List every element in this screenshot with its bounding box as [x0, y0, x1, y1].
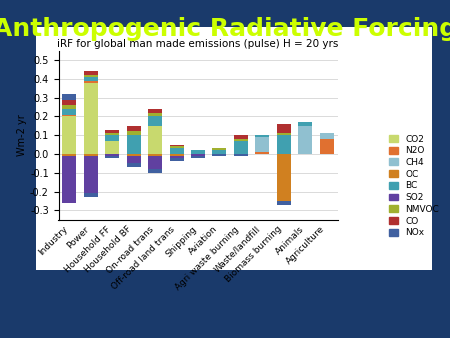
Bar: [234, 135, 248, 139]
Bar: [148, 116, 162, 126]
Bar: [320, 139, 334, 154]
Bar: [170, 156, 184, 158]
Bar: [170, 158, 184, 162]
Bar: [84, 71, 98, 75]
Bar: [212, 154, 226, 156]
Bar: [148, 109, 162, 113]
Bar: [320, 133, 334, 139]
Bar: [148, 169, 162, 173]
Bar: [62, 116, 76, 154]
Bar: [62, 109, 76, 115]
Bar: [256, 152, 270, 154]
Bar: [62, 115, 76, 116]
Legend: CO2, N2O, CH4, OC, BC, SO2, NMVOC, CO, NOx: CO2, N2O, CH4, OC, BC, SO2, NMVOC, CO, N…: [387, 133, 441, 239]
Bar: [84, 77, 98, 81]
Bar: [126, 131, 140, 135]
Bar: [84, 156, 98, 193]
Bar: [126, 156, 140, 163]
Bar: [126, 154, 140, 156]
Bar: [105, 156, 119, 158]
Bar: [234, 139, 248, 141]
Bar: [105, 129, 119, 133]
Bar: [298, 126, 312, 154]
Bar: [105, 141, 119, 154]
Bar: [84, 81, 98, 82]
Bar: [148, 156, 162, 169]
Bar: [84, 75, 98, 77]
Bar: [191, 156, 205, 158]
Bar: [277, 124, 291, 133]
Bar: [105, 133, 119, 135]
Bar: [126, 163, 140, 167]
Bar: [105, 154, 119, 156]
Bar: [256, 137, 270, 152]
Bar: [277, 135, 291, 154]
Y-axis label: Wm-2 yr: Wm-2 yr: [17, 114, 27, 156]
Bar: [298, 122, 312, 126]
Bar: [170, 154, 184, 156]
Bar: [277, 133, 291, 135]
Bar: [170, 148, 184, 154]
Bar: [170, 145, 184, 146]
Bar: [126, 126, 140, 131]
Bar: [84, 82, 98, 154]
Bar: [191, 154, 205, 156]
Bar: [84, 193, 98, 197]
Bar: [277, 201, 291, 205]
Bar: [234, 141, 248, 154]
Bar: [170, 146, 184, 148]
Bar: [148, 154, 162, 156]
Bar: [212, 150, 226, 154]
Bar: [148, 126, 162, 154]
Bar: [277, 154, 291, 201]
Bar: [126, 135, 140, 154]
Bar: [148, 113, 162, 116]
Bar: [84, 154, 98, 156]
Bar: [191, 150, 205, 154]
Title: iRF for global man made emissions (pulse) H = 20 yrs: iRF for global man made emissions (pulse…: [57, 39, 339, 49]
Bar: [105, 135, 119, 141]
Bar: [256, 135, 270, 137]
Bar: [62, 154, 76, 156]
Bar: [62, 105, 76, 109]
Bar: [62, 99, 76, 105]
Bar: [212, 148, 226, 150]
Bar: [234, 154, 248, 156]
Bar: [62, 94, 76, 99]
Text: Anthropogenic Radiative Forcing: Anthropogenic Radiative Forcing: [0, 17, 450, 41]
Bar: [62, 156, 76, 203]
